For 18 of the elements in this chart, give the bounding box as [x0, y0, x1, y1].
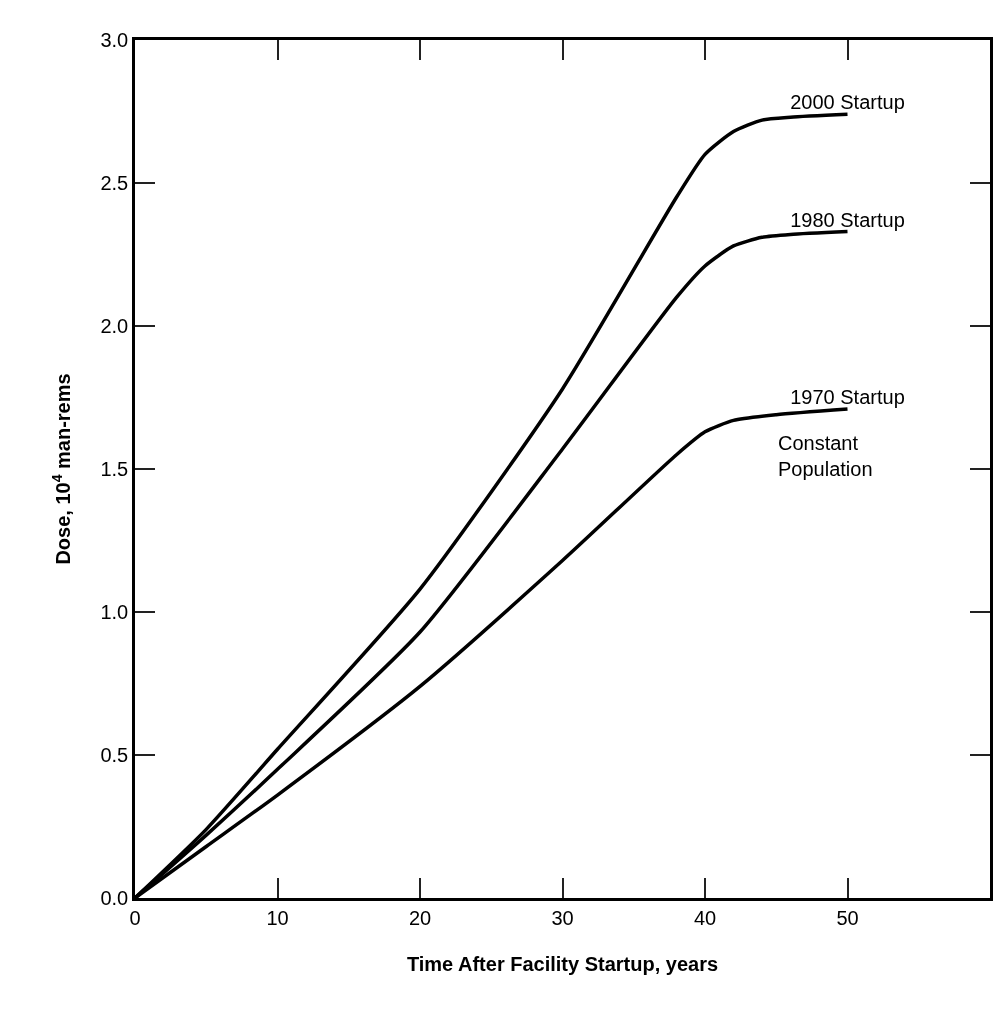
x-tick-label: 0	[129, 906, 141, 929]
y-tick-label: 0.5	[100, 744, 129, 766]
x-tick-label: 50	[836, 906, 859, 929]
annotation: Constant Population	[778, 432, 873, 480]
x-tick-label: 10	[266, 906, 289, 929]
y-tick-label: 3.0	[100, 29, 129, 51]
series-label: 1970 Startup	[790, 385, 905, 408]
y-tick-label: 1.5	[100, 458, 129, 480]
y-tick-label: 1.0	[100, 601, 129, 623]
series-label: 2000 Startup	[790, 91, 905, 114]
x-axis-title: Time After Facility Startup, years	[406, 953, 719, 976]
y-tick-label: 0.0	[100, 887, 129, 909]
y-tick-label: 2.5	[100, 172, 129, 194]
x-tick-label: 40	[693, 906, 717, 929]
x-tick-label: 20	[408, 906, 432, 929]
y-tick-label: 2.0	[100, 315, 129, 337]
x-tick-label: 30	[551, 906, 574, 929]
series-label: 1980 Startup	[790, 208, 905, 231]
